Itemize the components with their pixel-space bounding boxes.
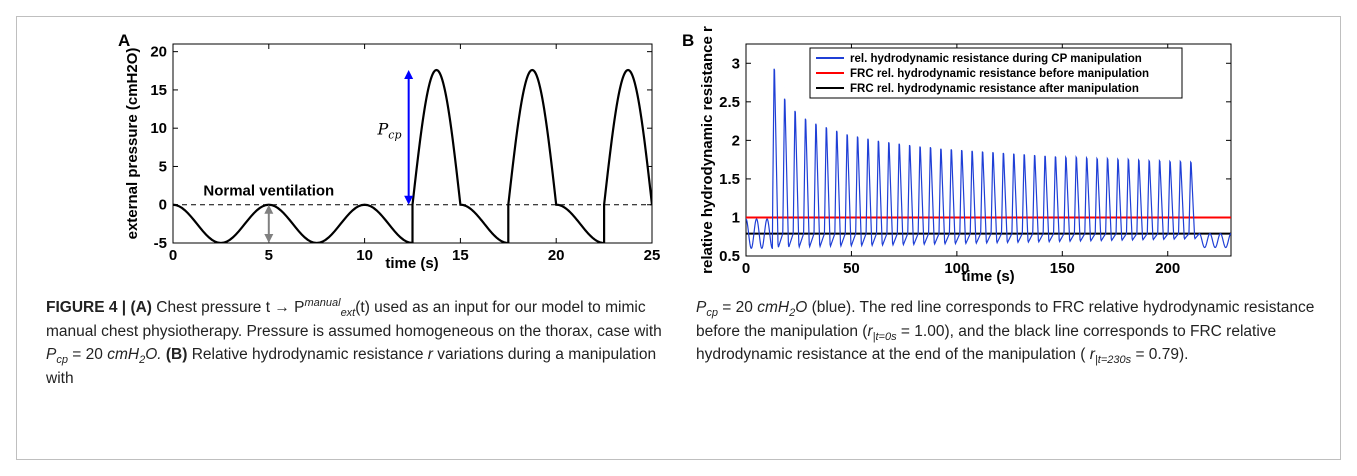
y-tick-label: 10 <box>150 120 167 137</box>
pcp-arrow-head-up <box>404 70 414 80</box>
x-tick-label: 50 <box>843 260 860 277</box>
y-tick-label: -5 <box>154 235 167 252</box>
caption-math: t → P <box>265 299 305 316</box>
caption-math: = 20 <box>722 299 753 316</box>
panel-b: B 0 50 100 150 200 0.5 1 1.5 2 2.5 3 time (s) relativ… <box>682 26 1232 285</box>
y-tick-label: 1.5 <box>719 171 740 188</box>
legend-entry: rel. hydrodynamic resistance during CP m… <box>850 53 1142 65</box>
x-tick-label: 200 <box>1155 260 1180 277</box>
caption-left: FIGURE 4 | (A) Chest pressure t → Pmanua… <box>46 296 666 390</box>
y-tick-label: 1 <box>732 209 740 226</box>
panel-label: A <box>118 31 130 50</box>
x-tick-label: 0 <box>169 247 177 264</box>
caption-math: = 1.00), and the black line corresponds … <box>696 322 1277 364</box>
panel-label: B <box>682 31 694 50</box>
x-axis-label: time (s) <box>385 255 438 272</box>
caption-text: variations during a manipulation with <box>46 346 657 387</box>
caption-math-sub: cp <box>56 354 68 367</box>
y-tick-label: 2 <box>732 132 740 149</box>
y-tick-label: 15 <box>150 82 167 99</box>
caption-math-sup: manual <box>304 296 341 309</box>
caption-math-sub: |t=230s <box>1094 354 1132 367</box>
caption-math: cmH <box>107 346 140 363</box>
caption-math: r <box>427 346 433 363</box>
caption-text: Chest pressure <box>156 299 262 316</box>
pressure-series-line <box>173 68 652 243</box>
y-tick-label: 5 <box>159 158 167 175</box>
x-tick-label: 100 <box>944 260 969 277</box>
caption-math: P <box>46 346 57 363</box>
x-tick-label: 150 <box>1050 260 1075 277</box>
ventilation-arrow-head-up <box>264 204 274 214</box>
x-tick-label: 15 <box>452 247 469 264</box>
y-tick-label: 0 <box>159 197 167 214</box>
y-axis-label: relative hydrodynamic resistance r <box>699 26 716 274</box>
caption-math-sub: 2 <box>139 354 146 367</box>
caption-math-sub: |t=0s <box>872 330 897 343</box>
x-tick-label: 5 <box>265 247 273 264</box>
pcp-annotation-label: Pcp <box>377 119 402 141</box>
figure-number: FIGURE 4 | <box>46 299 127 316</box>
caption-math: O. <box>145 346 162 363</box>
caption-math: = 0.79). <box>1135 346 1189 363</box>
x-axis-label: time (s) <box>961 268 1014 285</box>
caption-math-sub: cp <box>706 307 718 320</box>
y-tick-label: 0.5 <box>719 248 740 265</box>
legend-entry: FRC rel. hydrodynamic resistance before … <box>850 68 1149 80</box>
legend-entry: FRC rel. hydrodynamic resistance after m… <box>850 83 1139 95</box>
ventilation-arrow-head-down <box>264 234 274 243</box>
cp-manipulation-series-line <box>746 68 1231 250</box>
figure-frame <box>16 16 1341 460</box>
caption-text: (blue). The red line corresponds to FRC … <box>696 299 1315 340</box>
x-tick-label: 20 <box>548 247 565 264</box>
y-axis-label: external pressure (cmH2O) <box>124 48 141 240</box>
caption-math: r <box>867 322 873 340</box>
y-tick-label: 20 <box>150 44 167 61</box>
caption-text: Relative hydrodynamic resistance <box>191 346 424 363</box>
caption-b-label: (B) <box>165 346 188 363</box>
x-tick-label: 10 <box>356 247 373 264</box>
caption-math: O <box>795 299 808 316</box>
normal-ventilation-annotation: Normal ventilation <box>203 182 334 199</box>
y-tick-label: 2.5 <box>719 94 740 111</box>
caption-math: r <box>1089 346 1095 363</box>
caption-a-label: (A) <box>130 299 152 316</box>
caption-right: Pcp = 20 cmH2O (blue). The red line corr… <box>696 296 1316 367</box>
caption-math-sub: 2 <box>789 307 796 320</box>
caption-math: cmH <box>757 299 790 316</box>
caption-text: (t) used as an input for our model to mi… <box>46 299 662 340</box>
legend-box <box>809 47 1183 99</box>
y-tick-label: 3 <box>732 55 740 72</box>
x-tick-label: 0 <box>742 260 750 277</box>
caption-math-sub: ext <box>340 307 356 320</box>
pcp-arrow-head-down <box>404 195 414 205</box>
caption-math: P <box>696 299 707 316</box>
x-tick-label: 25 <box>644 247 661 264</box>
caption-math: = 20 <box>72 346 103 363</box>
